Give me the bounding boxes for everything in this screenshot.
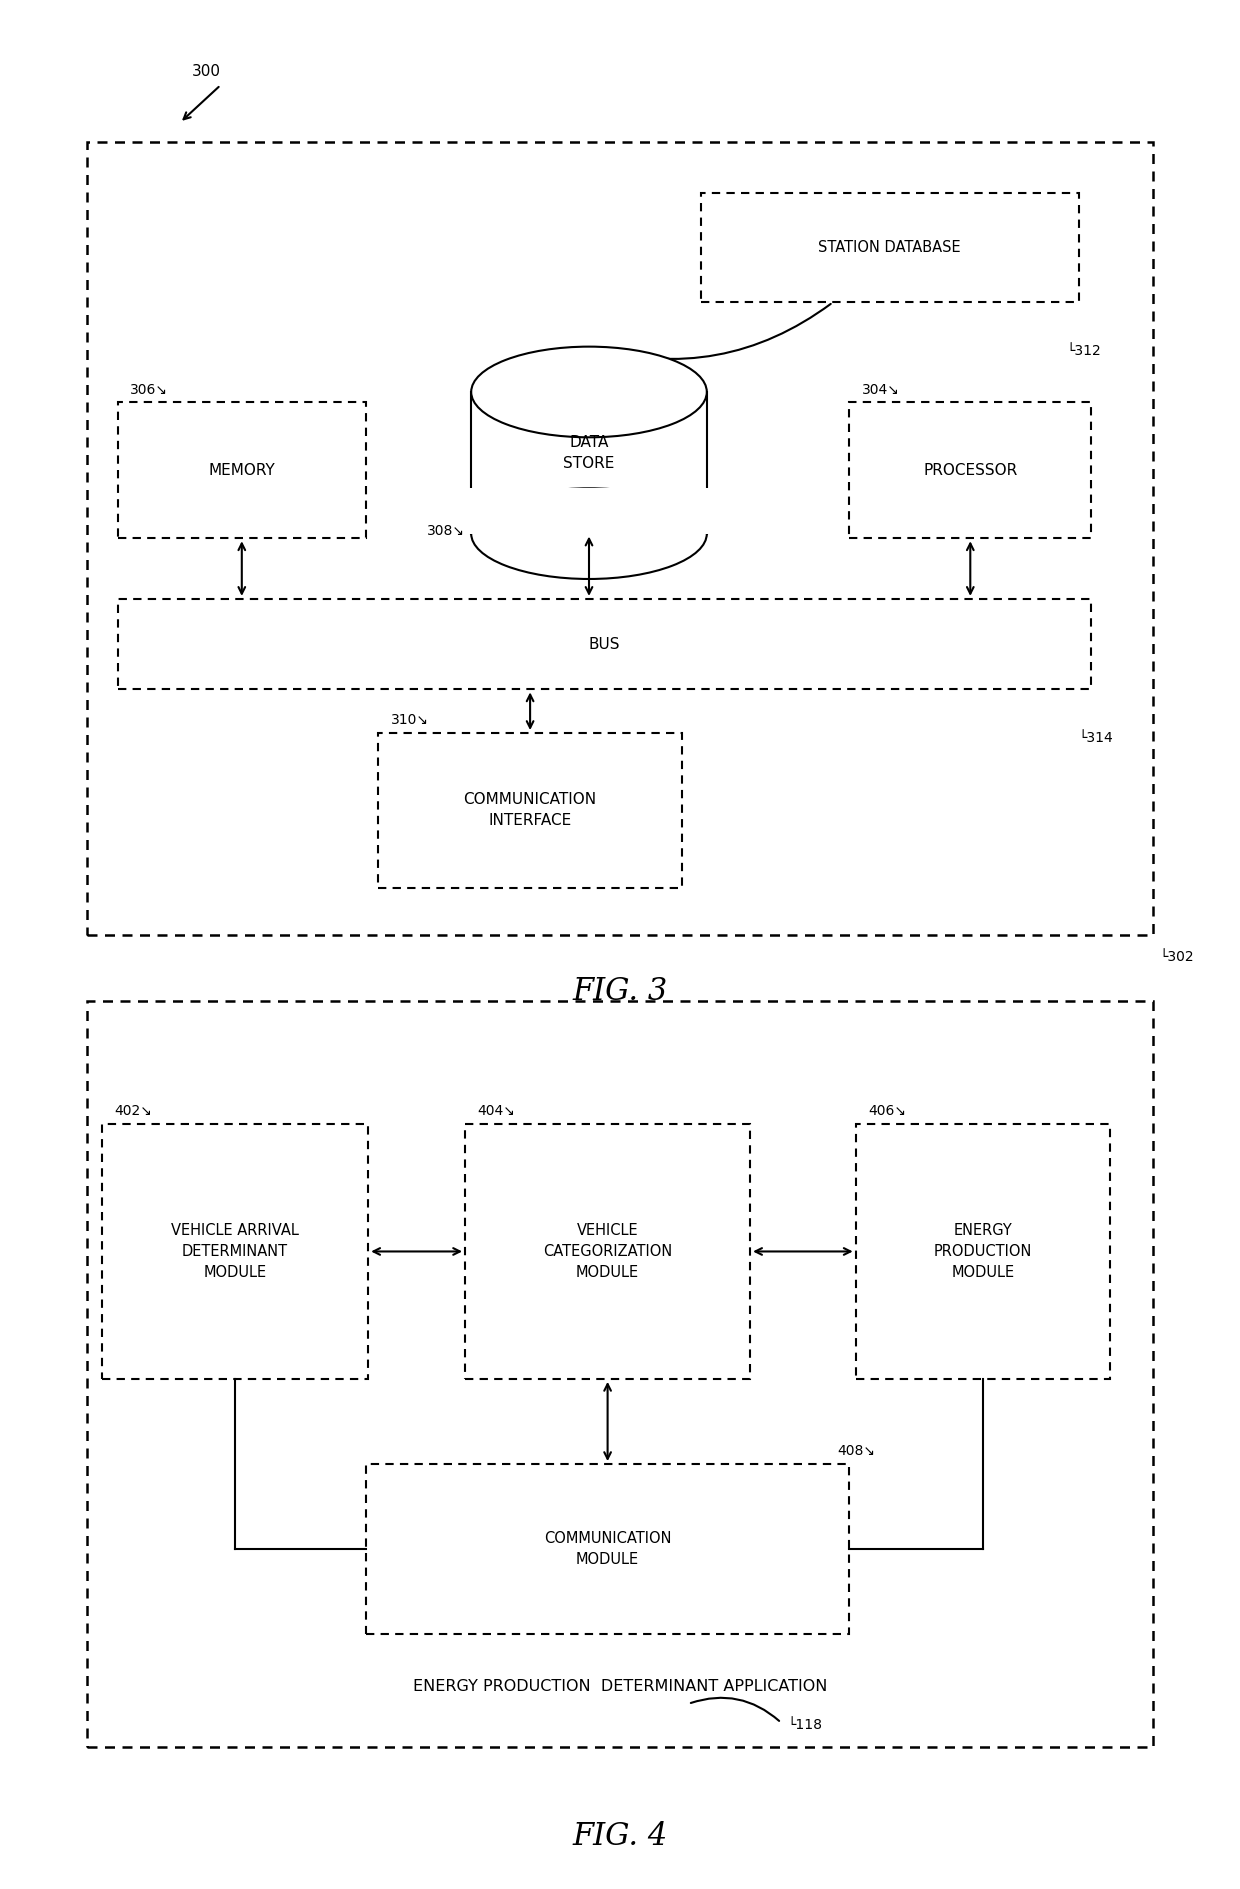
Text: ENERGY
PRODUCTION
MODULE: ENERGY PRODUCTION MODULE bbox=[934, 1222, 1032, 1281]
Text: MEMORY: MEMORY bbox=[208, 463, 275, 478]
Text: 304↘: 304↘ bbox=[862, 383, 900, 397]
Text: DATA
STORE: DATA STORE bbox=[563, 434, 615, 472]
Text: └312: └312 bbox=[1066, 344, 1101, 357]
Bar bbox=[87, 1001, 1153, 1747]
Text: 300: 300 bbox=[192, 64, 221, 79]
Bar bbox=[118, 599, 1091, 689]
FancyArrowPatch shape bbox=[691, 1698, 779, 1721]
Text: 404↘: 404↘ bbox=[477, 1105, 516, 1118]
Text: FIG. 3: FIG. 3 bbox=[573, 977, 667, 1007]
Text: BUS: BUS bbox=[589, 637, 620, 652]
Bar bbox=[465, 487, 713, 533]
Bar bbox=[465, 1124, 750, 1379]
Bar bbox=[378, 733, 682, 888]
Bar bbox=[856, 1124, 1110, 1379]
Text: FIG. 4: FIG. 4 bbox=[573, 1821, 667, 1851]
Ellipse shape bbox=[471, 346, 707, 436]
Text: VEHICLE ARRIVAL
DETERMINANT
MODULE: VEHICLE ARRIVAL DETERMINANT MODULE bbox=[171, 1222, 299, 1281]
Bar bbox=[102, 1124, 368, 1379]
Text: 408↘: 408↘ bbox=[837, 1445, 875, 1458]
Text: STATION DATABASE: STATION DATABASE bbox=[818, 240, 961, 255]
Bar bbox=[366, 1464, 849, 1634]
Text: 406↘: 406↘ bbox=[868, 1105, 906, 1118]
FancyArrowPatch shape bbox=[591, 304, 831, 359]
Text: ENERGY PRODUCTION  DETERMINANT APPLICATION: ENERGY PRODUCTION DETERMINANT APPLICATIO… bbox=[413, 1679, 827, 1694]
Text: COMMUNICATION
INTERFACE: COMMUNICATION INTERFACE bbox=[464, 791, 596, 829]
Bar bbox=[471, 391, 707, 533]
Text: PROCESSOR: PROCESSOR bbox=[923, 463, 1018, 478]
Text: └302: └302 bbox=[1159, 950, 1194, 963]
Text: └118: └118 bbox=[787, 1717, 822, 1732]
Ellipse shape bbox=[471, 487, 707, 578]
Bar bbox=[849, 402, 1091, 538]
Text: 310↘: 310↘ bbox=[391, 714, 429, 727]
Bar bbox=[118, 402, 366, 538]
Text: VEHICLE
CATEGORIZATION
MODULE: VEHICLE CATEGORIZATION MODULE bbox=[543, 1222, 672, 1281]
Text: 308↘: 308↘ bbox=[427, 523, 465, 538]
Bar bbox=[701, 193, 1079, 302]
Text: COMMUNICATION
MODULE: COMMUNICATION MODULE bbox=[544, 1530, 671, 1568]
Bar bbox=[87, 142, 1153, 935]
Text: └314: └314 bbox=[1079, 731, 1114, 744]
Text: 306↘: 306↘ bbox=[130, 383, 169, 397]
Text: 402↘: 402↘ bbox=[114, 1105, 153, 1118]
